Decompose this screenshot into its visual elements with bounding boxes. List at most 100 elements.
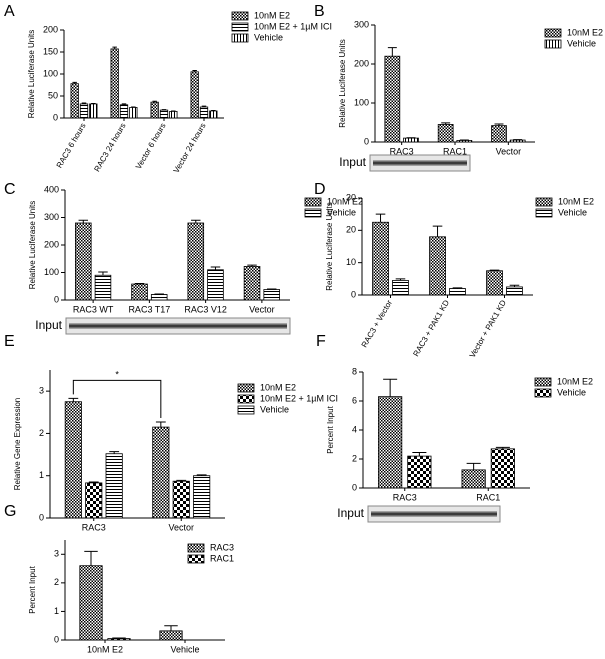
- bar: [373, 222, 389, 295]
- x-tick-label: Vector + PAK1 KD: [468, 298, 508, 359]
- y-tick-label: 20: [346, 225, 356, 235]
- bar: [71, 84, 78, 118]
- bar: [491, 449, 514, 488]
- x-tick-label: RAC3 V12: [184, 304, 227, 314]
- error-bar: [84, 551, 97, 565]
- x-tick-label: RAC3 + PAK1 KD: [411, 298, 451, 358]
- bar: [86, 483, 102, 518]
- legend-label: Vehicle: [567, 38, 596, 48]
- panel-letter: G: [4, 503, 16, 520]
- y-tick-label: 0: [54, 294, 59, 304]
- y-tick-label: 3: [39, 386, 44, 396]
- y-axis-label: Percent Input: [326, 405, 335, 453]
- bar: [90, 104, 97, 118]
- error-bar: [135, 284, 144, 285]
- blot-band: [373, 160, 467, 166]
- bar: [200, 107, 207, 118]
- bar: [378, 397, 401, 488]
- y-axis-label: Relative Luciferase Units: [325, 202, 334, 290]
- y-axis-label: Relative Gene Expression: [13, 398, 22, 491]
- bar: [120, 105, 127, 118]
- legend-swatch: [188, 555, 204, 563]
- y-tick-label: 300: [354, 19, 369, 29]
- y-tick-label: 3: [54, 549, 59, 559]
- blot-band: [69, 323, 287, 329]
- legend-swatch: [305, 209, 321, 217]
- blot-label: Input: [337, 506, 364, 520]
- bar: [106, 454, 122, 518]
- y-tick-label: 400: [44, 184, 59, 194]
- bar: [408, 456, 431, 488]
- y-tick-label: 0: [39, 512, 44, 522]
- bar: [457, 140, 472, 142]
- y-tick-label: 100: [43, 68, 58, 78]
- bar: [151, 295, 167, 301]
- bar: [487, 271, 503, 295]
- panel-letter: B: [314, 3, 325, 20]
- legend-label: 10nM E2: [260, 382, 296, 392]
- y-tick-label: 6: [352, 395, 357, 405]
- bar: [80, 104, 87, 118]
- error-bar: [467, 463, 481, 470]
- y-axis-label: Relative Luciferase Units: [27, 30, 36, 118]
- x-tick-label: Vehicle: [170, 644, 199, 654]
- bar: [506, 287, 522, 295]
- x-tick-label: RAC3 6 hours: [55, 122, 88, 170]
- error-bar: [191, 220, 200, 223]
- legend-swatch: [305, 198, 321, 206]
- error-bar: [211, 267, 220, 270]
- legend-label: Vehicle: [557, 387, 586, 397]
- y-tick-label: 30: [346, 192, 356, 202]
- bar: [492, 126, 507, 142]
- error-bar: [156, 422, 166, 427]
- error-bar: [412, 452, 426, 456]
- y-axis-label: Relative Luciferase Units: [28, 201, 37, 289]
- y-tick-label: 1: [54, 606, 59, 616]
- x-tick-label: Vector 6 hours: [134, 122, 168, 171]
- x-tick-label: RAC3 WT: [73, 304, 114, 314]
- y-axis-label: Relative Luciferase Units: [338, 39, 347, 127]
- error-bar: [267, 289, 276, 290]
- x-tick-label: RAC3: [393, 492, 417, 502]
- bar: [404, 138, 419, 142]
- bar: [385, 56, 400, 142]
- y-tick-label: 2: [352, 453, 357, 463]
- y-tick-label: 0: [54, 634, 59, 644]
- bar: [392, 280, 408, 295]
- y-tick-label: 2: [39, 428, 44, 438]
- x-tick-label: Vector: [168, 522, 194, 532]
- bar: [75, 223, 91, 300]
- bar: [160, 631, 182, 640]
- error-bar: [98, 272, 107, 275]
- bar: [208, 270, 224, 300]
- y-axis-label: Percent Input: [28, 565, 37, 613]
- panel-letter: A: [4, 3, 15, 20]
- bar: [510, 140, 525, 142]
- bar: [244, 266, 260, 300]
- bar: [153, 427, 169, 518]
- legend-swatch: [188, 544, 204, 552]
- y-tick-label: 0: [351, 289, 356, 299]
- annotation: *: [115, 370, 119, 380]
- legend-label: 10nM E2: [558, 196, 594, 206]
- error-bar: [388, 48, 397, 57]
- y-tick-label: 100: [354, 97, 369, 107]
- error-bar: [68, 398, 78, 401]
- error-bar: [376, 214, 386, 222]
- y-tick-label: 300: [44, 212, 59, 222]
- y-tick-label: 100: [44, 267, 59, 277]
- significance-bracket: [73, 380, 160, 418]
- bar: [108, 639, 130, 640]
- error-bar: [79, 220, 88, 223]
- bar: [130, 107, 137, 118]
- y-tick-label: 200: [354, 58, 369, 68]
- x-tick-label: RAC3: [82, 522, 106, 532]
- legend-swatch: [238, 406, 254, 414]
- legend-label: 10nM E2 + 1µM ICI: [254, 21, 332, 31]
- panel-letter: E: [4, 333, 15, 350]
- legend-swatch: [238, 395, 254, 403]
- legend-swatch: [232, 34, 248, 42]
- legend-label: RAC3: [210, 542, 234, 552]
- bar: [264, 290, 280, 300]
